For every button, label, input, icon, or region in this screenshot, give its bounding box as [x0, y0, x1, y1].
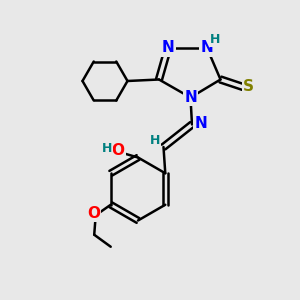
Text: H: H — [102, 142, 112, 155]
Text: S: S — [243, 79, 254, 94]
Text: H: H — [150, 134, 160, 148]
Text: O: O — [111, 143, 124, 158]
Text: O: O — [87, 206, 100, 221]
Text: N: N — [201, 40, 213, 56]
Text: N: N — [184, 90, 197, 105]
Text: N: N — [162, 40, 174, 56]
Text: H: H — [210, 33, 220, 46]
Text: N: N — [195, 116, 207, 130]
